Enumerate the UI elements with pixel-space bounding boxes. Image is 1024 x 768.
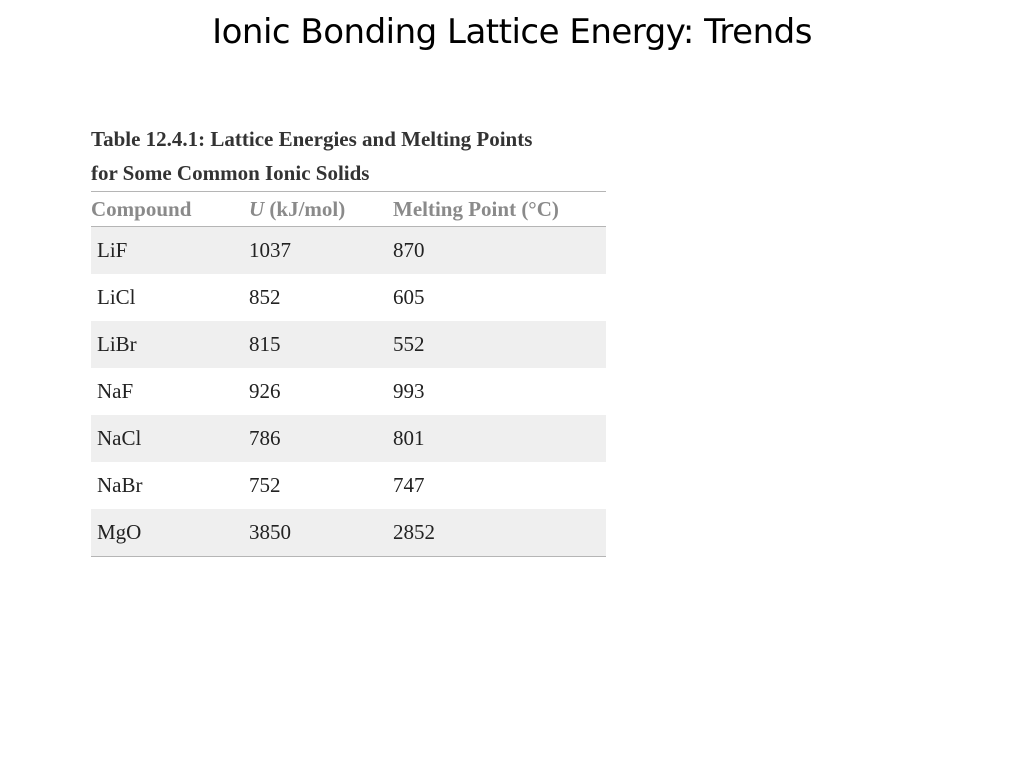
cell-melting-point: 552 xyxy=(393,321,606,368)
cell-melting-point: 993 xyxy=(393,379,425,403)
table-row: NaF 926 993 xyxy=(91,368,606,415)
header-u-symbol: U xyxy=(249,196,265,221)
cell-compound: LiCl xyxy=(97,285,136,309)
header-compound: Compound xyxy=(91,191,249,227)
table-row: MgO 3850 2852 xyxy=(91,509,606,557)
table-caption-line-1: Table 12.4.1: Lattice Energies and Melti… xyxy=(91,127,533,151)
header-lattice-energy: U (kJ/mol) xyxy=(249,191,393,227)
table-caption-line-2: for Some Common Ionic Solids xyxy=(91,161,370,185)
lattice-energy-table: Compound U (kJ/mol) Melting Point (°C) L… xyxy=(91,191,606,557)
cell-lattice-energy: 752 xyxy=(249,473,281,497)
cell-compound: NaBr xyxy=(97,473,143,497)
lattice-energy-table-block: Table 12.4.1: Lattice Energies and Melti… xyxy=(91,122,606,557)
table-header-row: Compound U (kJ/mol) Melting Point (°C) xyxy=(91,191,606,227)
header-melting-point: Melting Point (°C) xyxy=(393,191,606,227)
cell-compound: NaF xyxy=(97,379,134,403)
cell-compound: NaCl xyxy=(91,415,249,462)
cell-lattice-energy: 3850 xyxy=(249,509,393,557)
table-row: NaBr 752 747 xyxy=(91,462,606,509)
slide-title: Ionic Bonding Lattice Energy: Trends xyxy=(212,12,812,52)
cell-compound: MgO xyxy=(91,509,249,557)
table-row: LiBr 815 552 xyxy=(91,321,606,368)
header-u-unit: (kJ/mol) xyxy=(264,196,346,221)
cell-lattice-energy: 786 xyxy=(249,415,393,462)
cell-lattice-energy: 1037 xyxy=(249,226,393,274)
table-row: NaCl 786 801 xyxy=(91,415,606,462)
cell-melting-point: 605 xyxy=(393,285,425,309)
cell-lattice-energy: 852 xyxy=(249,285,281,309)
cell-lattice-energy: 926 xyxy=(249,379,281,403)
table-caption: Table 12.4.1: Lattice Energies and Melti… xyxy=(91,122,606,191)
cell-melting-point: 747 xyxy=(393,473,425,497)
cell-compound: LiF xyxy=(91,226,249,274)
cell-melting-point: 2852 xyxy=(393,509,606,557)
cell-compound: LiBr xyxy=(91,321,249,368)
cell-lattice-energy: 815 xyxy=(249,321,393,368)
cell-melting-point: 870 xyxy=(393,226,606,274)
table-row: LiF 1037 870 xyxy=(91,226,606,274)
cell-melting-point: 801 xyxy=(393,415,606,462)
table-row: LiCl 852 605 xyxy=(91,274,606,321)
